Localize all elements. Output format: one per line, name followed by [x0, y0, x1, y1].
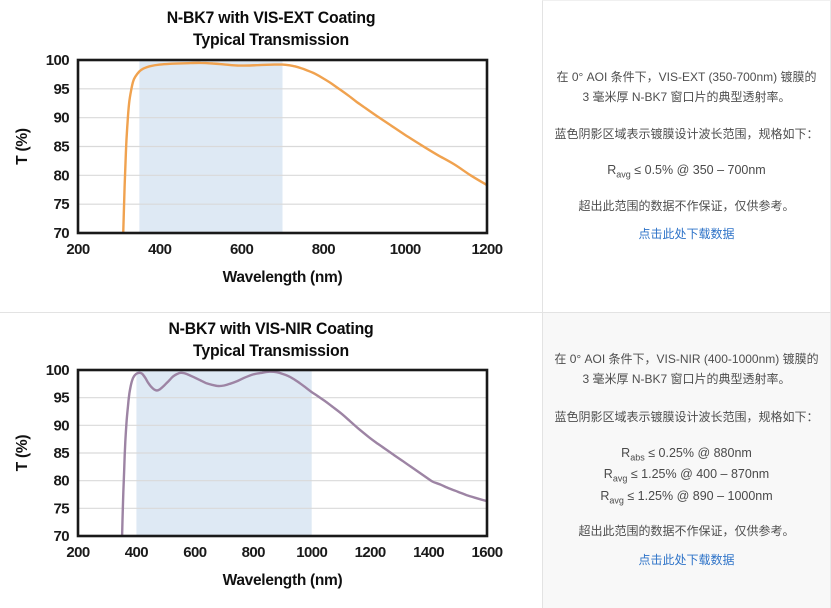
x-tick-label: 1000 [390, 241, 421, 258]
y-tick-label: 80 [54, 473, 70, 490]
spec-line: Ravg ≤ 1.25% @ 890 – 1000nm [600, 488, 773, 506]
transmission-curve [120, 370, 487, 536]
x-tick-label: 1000 [296, 544, 327, 561]
vis-nir-description-panel: 在 0° AOI 条件下，VIS-NIR (400-1000nm) 镀膜的 3 … [542, 312, 831, 608]
vis-nir-transmission-chart: 200 400 600 800 1000 1200 1400 1600 70 75 80 85 90 95… [14, 363, 503, 589]
x-tick-label: 1400 [413, 544, 444, 561]
coating-description: 在 0° AOI 条件下，VIS-EXT (350-700nm) 镀膜的 3 毫… [556, 69, 817, 104]
chart-title-line2: Typical Transmission [193, 30, 349, 50]
plot-frame [76, 58, 489, 235]
download-data-link[interactable]: 点击此处下载数据 [638, 227, 735, 242]
chart-title-line2: Typical Transmission [193, 341, 349, 361]
download-data-link[interactable]: 点击此处下载数据 [638, 552, 735, 567]
x-axis-label: Wavelength (nm) [223, 269, 343, 286]
x-tick-label: 200 [66, 241, 89, 258]
reflectance-specs: Ravg ≤ 0.5% @ 350 – 700nm [554, 161, 819, 182]
chart-title-line1: N-BK7 with VIS-NIR Coating [168, 319, 374, 338]
vis-nir-chart-title: N-BK7 with VIS-NIR Coating Typical Trans… [19, 313, 523, 363]
y-tick-label: 75 [54, 500, 70, 517]
x-tick-label: 400 [148, 241, 171, 258]
y-axis-label: T (%) [14, 435, 31, 472]
x-axis-label: Wavelength (nm) [223, 572, 343, 589]
vis-ext-chart-title: N-BK7 with VIS-EXT Coating Typical Trans… [19, 0, 523, 52]
shaded-region-note: 蓝色阴影区域表示镀膜设计波长范围，规格如下： [554, 409, 819, 424]
chart-title-line1: N-BK7 with VIS-EXT Coating [166, 8, 376, 27]
y-tick-label: 90 [54, 417, 70, 434]
x-tick-label: 1200 [472, 241, 503, 258]
spec-line: Ravg ≤ 1.25% @ 400 – 870nm [603, 467, 770, 484]
vis-ext-chart-cell: N-BK7 with VIS-EXT Coating Typical Trans… [0, 0, 542, 312]
disclaimer-text: 超出此范围的数据不作保证，仅供参考。 [578, 524, 795, 539]
plot-frame [76, 368, 489, 538]
x-tick-label: 1600 [472, 544, 503, 561]
y-tick-label: 100 [46, 363, 69, 379]
x-tick-label: 600 [230, 241, 253, 258]
y-tick-label: 75 [54, 196, 70, 213]
x-tick-label: 1200 [355, 544, 386, 561]
y-tick-label: 80 [54, 167, 70, 184]
x-tick-label: 800 [312, 241, 335, 258]
x-tick-label: 800 [242, 544, 265, 561]
coating-description: 在 0° AOI 条件下，VIS-NIR (400-1000nm) 镀膜的 3 … [554, 352, 819, 387]
transmission-curve [122, 61, 487, 233]
y-tick-label: 70 [54, 225, 70, 242]
x-tick-label: 400 [125, 544, 148, 561]
y-tick-label: 85 [54, 445, 70, 462]
y-tick-label: 95 [54, 390, 70, 407]
y-tick-label: 95 [54, 81, 70, 98]
x-tick-label: 600 [183, 544, 206, 561]
disclaimer-text: 超出此范围的数据不作保证，仅供参考。 [578, 198, 795, 213]
y-tick-label: 70 [54, 528, 70, 545]
y-tick-label: 85 [54, 139, 70, 156]
vis-ext-description-panel: 在 0° AOI 条件下，VIS-EXT (350-700nm) 镀膜的 3 毫… [542, 0, 831, 312]
y-tick-label: 100 [46, 52, 69, 69]
y-tick-label: 90 [54, 110, 70, 127]
x-tick-label: 200 [66, 544, 89, 561]
vis-nir-chart-cell: N-BK7 with VIS-NIR Coating Typical Trans… [0, 312, 542, 608]
vis-ext-transmission-chart: 200 400 600 800 1000 1200 70 75 80 85 90 95 100 Wavel… [14, 52, 503, 286]
spec-line: Ravg ≤ 0.5% @ 350 – 700nm [607, 163, 766, 180]
spec-line: Rabs ≤ 0.25% @ 880nm [621, 445, 752, 463]
shaded-region-note: 蓝色阴影区域表示镀膜设计波长范围，规格如下： [554, 127, 819, 142]
reflectance-specs: Rabs ≤ 0.25% @ 880nm Ravg ≤ 1.25% @ 400 –… [554, 444, 819, 508]
y-axis-label: T (%) [14, 128, 31, 165]
